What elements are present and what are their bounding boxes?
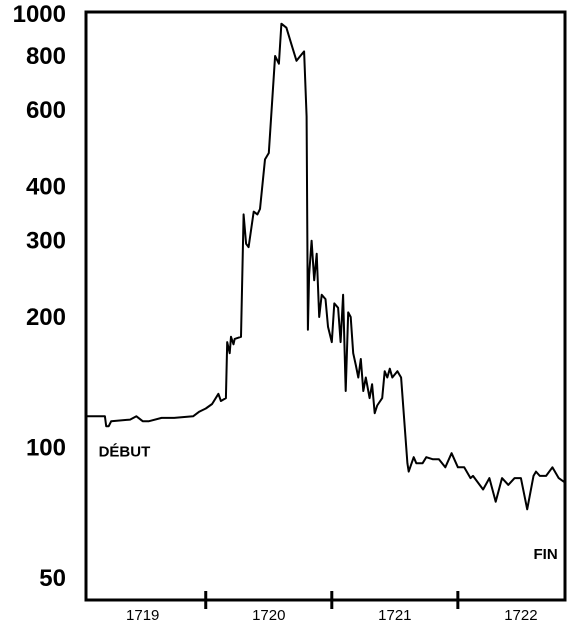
plot-frame [84,10,567,602]
y-tick-label-1000: 1000 [13,1,66,28]
y-tick-label-800: 800 [26,43,66,70]
x-tick-label-1722: 1722 [504,607,537,624]
x-tick-labels: 1719 1720 1721 1722 [126,607,538,624]
annotation-fin-label: FIN [533,546,557,563]
x-tick-label-1719: 1719 [126,607,159,624]
x-tick-label-1721: 1721 [378,607,411,624]
annotations: DÉBUT FIN [99,444,558,564]
y-tick-label-300: 300 [26,228,66,255]
y-tick-labels: 50 100 200 300 400 600 800 1000 [13,1,66,592]
y-tick-label-600: 600 [26,97,66,124]
x-tick-label-1720: 1720 [252,607,285,624]
y-tick-label-50: 50 [39,565,66,592]
y-tick-label-200: 200 [26,304,66,331]
price-series-line [86,22,566,511]
annotation-dbut-label: DÉBUT [99,444,151,461]
y-tick-label-400: 400 [26,174,66,201]
y-tick-label-100: 100 [26,435,66,462]
